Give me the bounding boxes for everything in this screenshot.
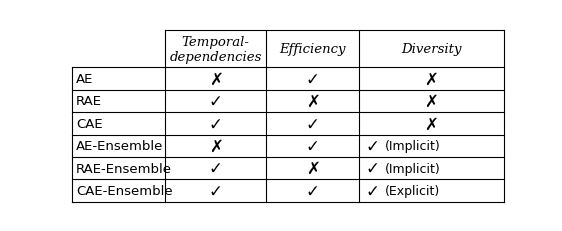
Text: ✗: ✗ <box>209 137 223 155</box>
Text: CAE-Ensemble: CAE-Ensemble <box>76 184 173 197</box>
Text: ✗: ✗ <box>424 115 438 133</box>
Text: (Explicit): (Explicit) <box>386 184 441 197</box>
Text: Diversity: Diversity <box>401 43 461 56</box>
Text: ✓: ✓ <box>209 160 223 177</box>
Text: ✓: ✓ <box>306 115 320 133</box>
Text: (Implicit): (Implicit) <box>386 140 441 153</box>
Text: ✓: ✓ <box>365 137 379 155</box>
Text: ✓: ✓ <box>306 182 320 200</box>
Text: ✓: ✓ <box>209 93 223 110</box>
Text: AE-Ensemble: AE-Ensemble <box>76 140 164 153</box>
Text: ✗: ✗ <box>209 70 223 88</box>
Text: ✓: ✓ <box>306 137 320 155</box>
Text: ✓: ✓ <box>365 182 379 200</box>
Text: AE: AE <box>76 73 93 86</box>
Text: ✓: ✓ <box>209 182 223 200</box>
Text: ✗: ✗ <box>424 70 438 88</box>
Text: CAE: CAE <box>76 117 102 130</box>
Text: RAE-Ensemble: RAE-Ensemble <box>76 162 172 175</box>
Text: ✗: ✗ <box>424 93 438 110</box>
Text: Temporal-
dependencies: Temporal- dependencies <box>170 36 262 64</box>
Text: Efficiency: Efficiency <box>279 43 346 56</box>
Text: RAE: RAE <box>76 95 102 108</box>
Text: (Implicit): (Implicit) <box>386 162 441 175</box>
Text: ✗: ✗ <box>306 93 320 110</box>
Text: ✓: ✓ <box>209 115 223 133</box>
Text: ✗: ✗ <box>306 160 320 177</box>
Text: ✓: ✓ <box>365 160 379 177</box>
Text: ✓: ✓ <box>306 70 320 88</box>
